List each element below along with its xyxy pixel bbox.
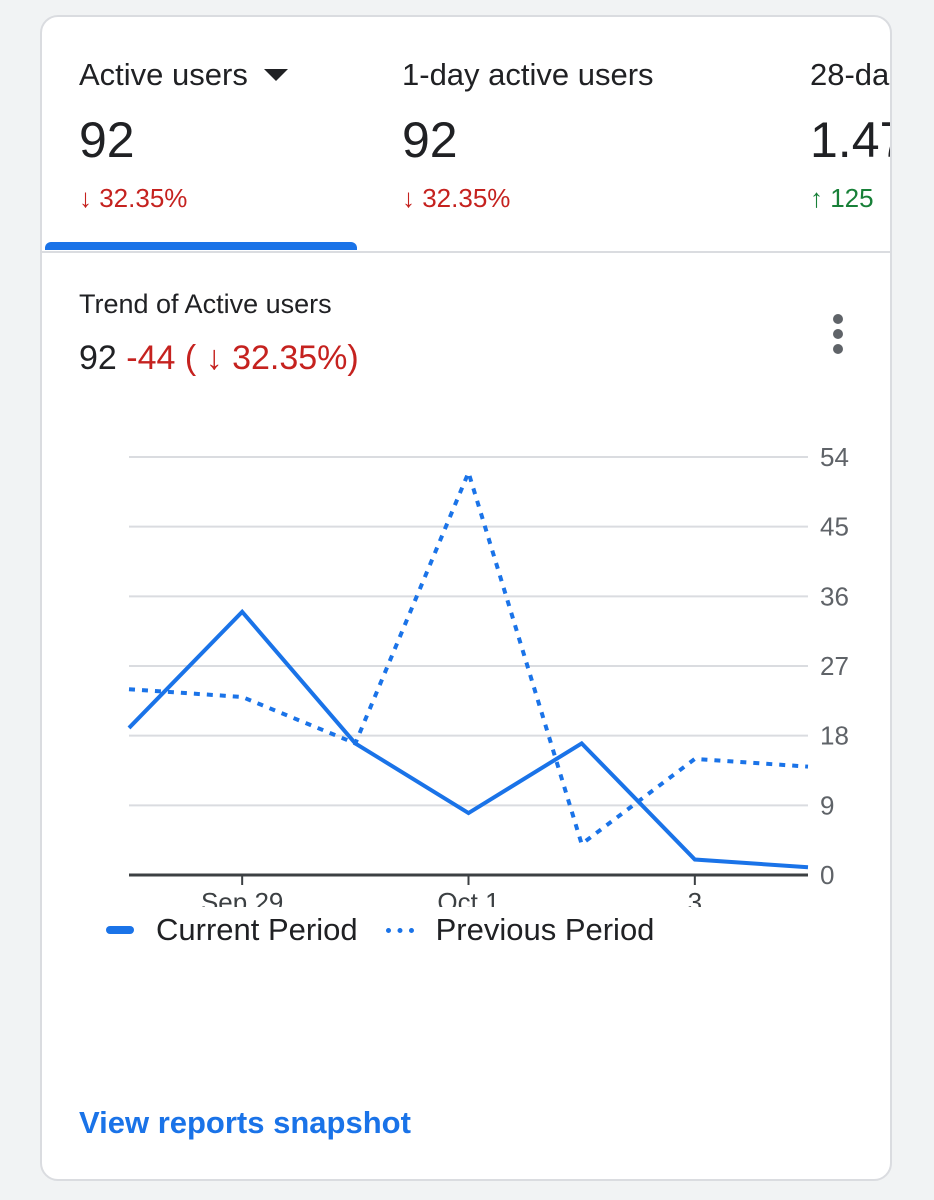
x-tick-label: Sep 29	[201, 887, 283, 907]
y-tick-label: 0	[820, 860, 834, 890]
y-tick-label: 9	[820, 790, 834, 820]
metric-tab-1-day-active-users[interactable]: 1-day active users 92 ↓ 32.35%	[402, 57, 654, 214]
metric-delta: ↓ 32.35%	[402, 183, 511, 213]
x-tick-label: 3	[688, 887, 702, 907]
y-tick-label: 54	[820, 442, 849, 472]
y-tick-label: 45	[820, 512, 849, 542]
dotted-line-swatch-icon	[385, 927, 414, 933]
legend-item-current: Current Period	[106, 912, 358, 948]
trend-line-chart: 0 9 18 27 36 45 54 Sep 29 Oct 1 3	[127, 442, 849, 907]
metric-label: 28-da	[810, 57, 890, 92]
current-period-line	[127, 608, 809, 870]
y-tick-label: 36	[820, 581, 849, 611]
more-options-icon[interactable]	[820, 313, 856, 357]
y-tick-label: 18	[820, 721, 849, 751]
metric-label: Active users	[79, 57, 248, 92]
x-tick-label: Oct 1	[437, 887, 499, 907]
metric-tab-active-users[interactable]: Active users 92 ↓ 32.35%	[79, 57, 288, 214]
view-reports-snapshot-link[interactable]: View reports snapshot	[79, 1105, 411, 1140]
trend-title: Trend of Active users	[79, 289, 332, 319]
metric-tabs: Active users 92 ↓ 32.35% 1-day active us…	[42, 17, 890, 253]
trend-change: -44 ( ↓ 32.35%)	[126, 339, 359, 377]
legend-label: Previous Period	[435, 912, 655, 947]
metric-value: 92	[79, 112, 135, 168]
chart-legend: Current Period Previous Period	[106, 912, 682, 948]
trend-summary: 92 -44 ( ↓ 32.35%)	[79, 339, 359, 378]
metric-delta: ↑ 125	[810, 183, 874, 213]
previous-period-line	[128, 466, 809, 848]
metric-value: 92	[402, 112, 458, 168]
legend-label: Current Period	[156, 912, 358, 947]
trend-value: 92	[79, 339, 117, 377]
metric-value: 1.47	[810, 112, 890, 168]
active-tab-indicator	[45, 242, 357, 250]
solid-line-swatch-icon	[106, 926, 134, 934]
active-users-card: Active users 92 ↓ 32.35% 1-day active us…	[40, 15, 892, 1181]
metric-tab-28-day-active-users[interactable]: 28-da 1.47 ↑ 125	[810, 57, 890, 214]
y-tick-label: 27	[820, 651, 849, 681]
metric-label: 1-day active users	[402, 57, 654, 92]
dropdown-caret-icon[interactable]	[263, 69, 288, 81]
metric-delta: ↓ 32.35%	[79, 183, 188, 213]
legend-item-previous: Previous Period	[385, 912, 655, 948]
